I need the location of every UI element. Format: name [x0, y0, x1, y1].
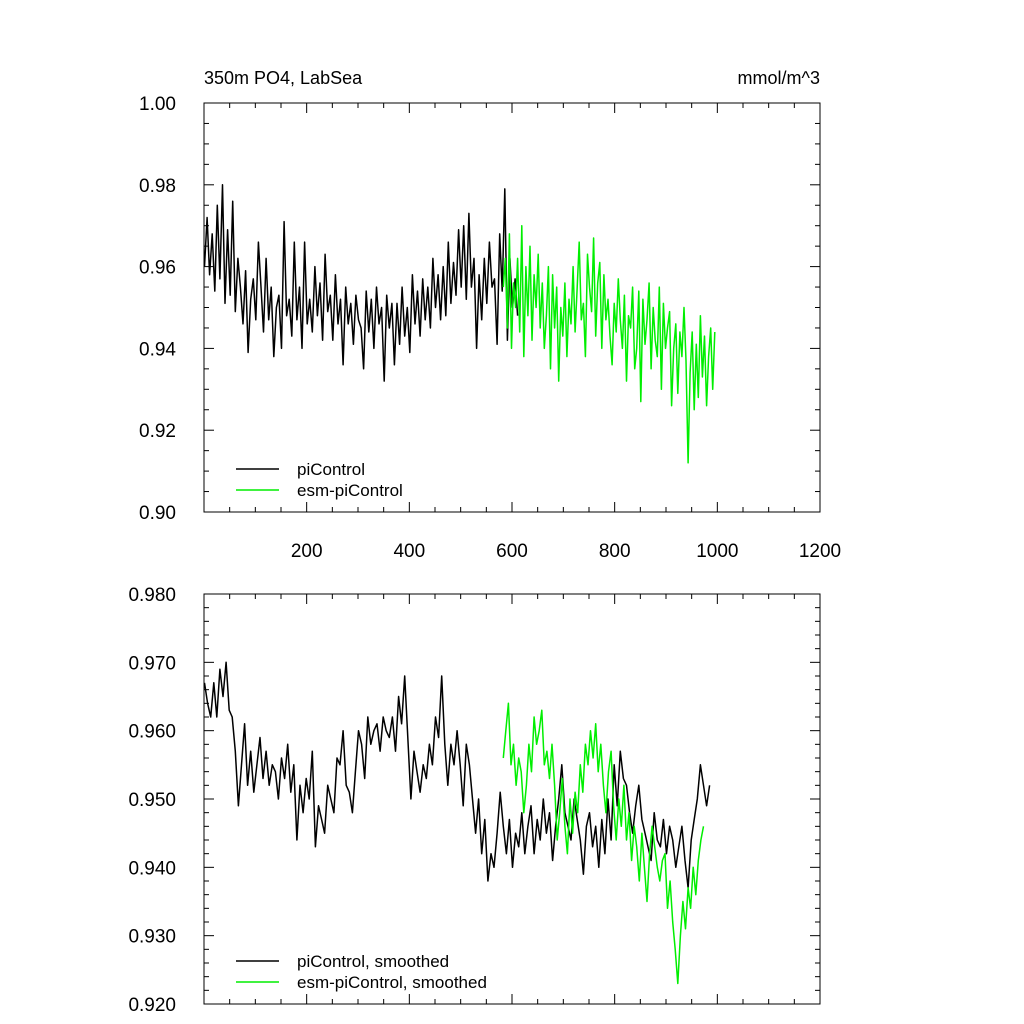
legend: piControl esm-piControl [236, 460, 403, 500]
y-tick-label: 0.960 [128, 722, 176, 743]
y-tick-label: 0.94 [139, 339, 176, 360]
x-tick-label: 1000 [696, 541, 738, 562]
legend-label-esm-picontrol: esm-piControl [297, 481, 403, 500]
y-tick-label: 0.90 [139, 503, 176, 524]
raw-timeseries-panel: 350m PO4, LabSea mmol/m^3 200 400 600 800 10… [139, 68, 841, 562]
axis-ticks: 0.920 0.930 0.940 0.950 0.960 0.970 0.980 [128, 585, 821, 1016]
series-line-esm-picontrol [502, 224, 716, 464]
y-tick-label: 0.950 [128, 790, 176, 811]
x-tick-label: 800 [599, 541, 631, 562]
legend: piControl, smoothed esm-piControl, smoot… [236, 952, 487, 992]
panel-title-left: 350m PO4, LabSea [204, 68, 363, 88]
x-tick-label: 400 [393, 541, 425, 562]
legend-label-picontrol: piControl [297, 460, 365, 479]
y-tick-label: 0.980 [128, 585, 176, 606]
y-tick-label: 0.930 [128, 927, 176, 948]
legend-label-picontrol-smoothed: piControl, smoothed [297, 952, 449, 971]
y-tick-label: 0.920 [128, 995, 176, 1016]
y-tick-label: 0.98 [139, 176, 176, 197]
series-lines [203, 661, 711, 985]
y-tick-label: 0.92 [139, 421, 176, 442]
x-tick-label: 600 [496, 541, 528, 562]
y-tick-label: 0.96 [139, 258, 176, 279]
panel-units: mmol/m^3 [738, 68, 820, 88]
x-tick-label: 1200 [799, 541, 841, 562]
series-line-esm-picontrol [502, 702, 705, 985]
legend-label-esm-picontrol-smoothed: esm-piControl, smoothed [297, 973, 487, 992]
series-line-picontrol [203, 184, 519, 382]
x-tick-label: 200 [291, 541, 323, 562]
y-tick-label: 0.940 [128, 858, 176, 879]
series-line-picontrol [203, 661, 711, 889]
y-tick-label: 0.970 [128, 653, 176, 674]
plot-frame [203, 593, 821, 1005]
smoothed-timeseries-panel: 0.920 0.930 0.940 0.950 0.960 0.970 0.980 piCo… [128, 585, 821, 1016]
axis-ticks: 200 400 600 800 1000 1200 0.90 0.92 0.94 0.96 0.98… [139, 94, 841, 562]
series-lines [203, 184, 716, 464]
y-tick-label: 1.00 [139, 94, 176, 115]
